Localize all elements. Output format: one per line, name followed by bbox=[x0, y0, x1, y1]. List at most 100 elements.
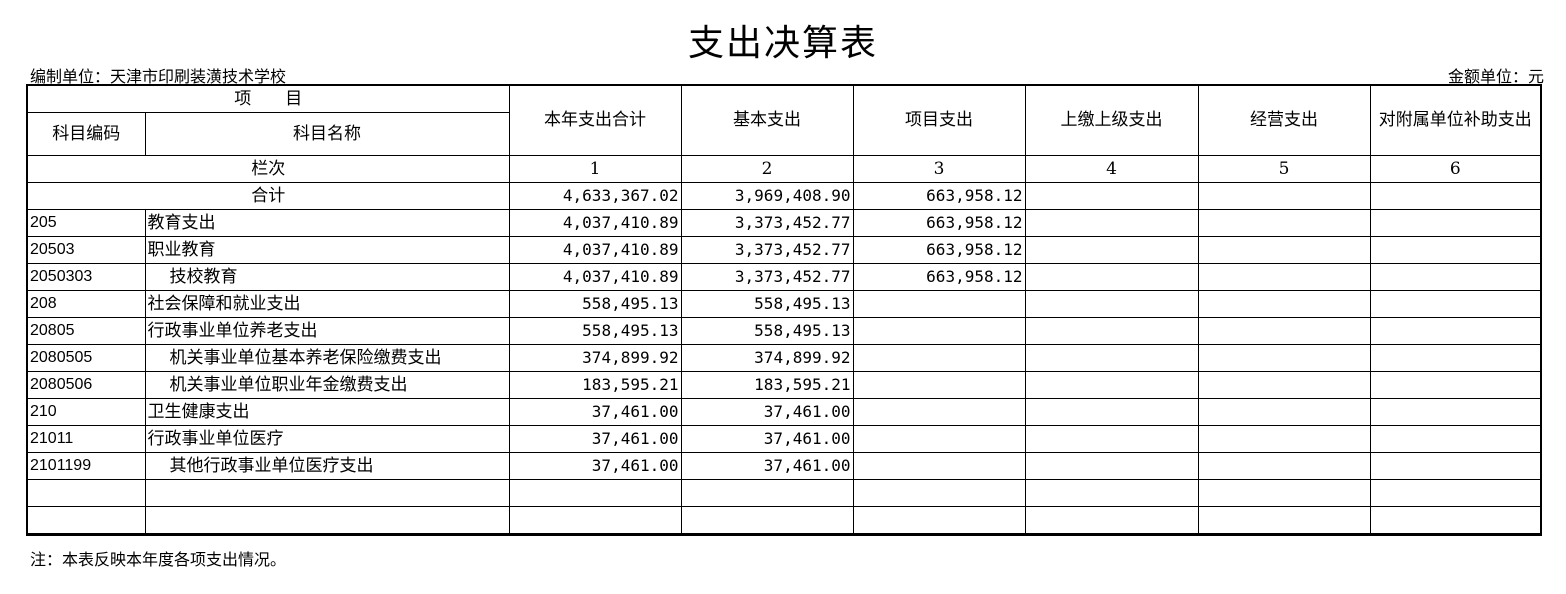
amount-cell bbox=[852, 344, 1026, 372]
total-label: 合计 bbox=[26, 182, 510, 210]
amount-cell bbox=[1024, 344, 1199, 372]
amount-cell bbox=[1197, 371, 1371, 399]
table-row: 20503 职业教育 4,037,410.89 3,373,452.77 663,958… bbox=[26, 236, 1542, 264]
amount-cell bbox=[1369, 209, 1542, 237]
subject-name: 卫生健康支出 bbox=[144, 398, 510, 426]
amount-cell: 4,037,410.89 bbox=[508, 263, 682, 291]
amount-cell: 374,899.92 bbox=[508, 344, 682, 372]
subject-code: 205 bbox=[26, 209, 146, 237]
header-code: 科目编码 bbox=[26, 112, 146, 156]
header-name: 科目名称 bbox=[144, 112, 510, 156]
amount-cell bbox=[852, 506, 1026, 535]
org-label: 编制单位：天津市印刷装潢技术学校 bbox=[30, 67, 287, 86]
amount-cell bbox=[1197, 344, 1371, 372]
amount-cell: 37,461.00 bbox=[508, 425, 682, 453]
amount-cell: 183,595.21 bbox=[508, 371, 682, 399]
table-row: 2080506 机关事业单位职业年金缴费支出 183,595.21 183,595.2… bbox=[26, 371, 1542, 399]
header-col-6: 对附属单位补助支出 bbox=[1369, 84, 1542, 156]
amount-cell: 4,037,410.89 bbox=[508, 236, 682, 264]
amount-cell bbox=[1024, 425, 1199, 453]
amount-cell bbox=[1024, 317, 1199, 345]
subject-code: 2080505 bbox=[26, 344, 146, 372]
amount-cell bbox=[852, 398, 1026, 426]
amount-cell bbox=[508, 506, 682, 535]
column-number: 2 bbox=[680, 155, 854, 183]
header-col-2: 基本支出 bbox=[680, 84, 854, 156]
amount-cell bbox=[1369, 398, 1542, 426]
expenditure-table: 项 目 本年支出合计 基本支出 项目支出 上缴上级支出 经营支出 对附属单位补助… bbox=[26, 84, 1542, 536]
column-index-row: 栏次 1 2 3 4 5 6 bbox=[26, 155, 1542, 183]
subject-name: 行政事业单位医疗 bbox=[144, 425, 510, 453]
column-index-label: 栏次 bbox=[26, 155, 510, 183]
subject-code: 21011 bbox=[26, 425, 146, 453]
total-value bbox=[1024, 182, 1199, 210]
subject-name bbox=[144, 506, 510, 535]
amount-cell bbox=[1369, 452, 1542, 480]
amount-cell bbox=[1369, 425, 1542, 453]
amount-cell bbox=[852, 452, 1026, 480]
unit-label: 金额单位：元 bbox=[1447, 67, 1544, 86]
column-number: 3 bbox=[852, 155, 1026, 183]
header-col-5: 经营支出 bbox=[1197, 84, 1371, 156]
amount-cell bbox=[1024, 236, 1199, 264]
amount-cell bbox=[1024, 263, 1199, 291]
column-number: 4 bbox=[1024, 155, 1199, 183]
amount-cell: 37,461.00 bbox=[680, 398, 854, 426]
amount-cell bbox=[1024, 506, 1199, 535]
amount-cell: 183,595.21 bbox=[680, 371, 854, 399]
amount-cell bbox=[1024, 452, 1199, 480]
amount-cell bbox=[1369, 290, 1542, 318]
subject-code: 2101199 bbox=[26, 452, 146, 480]
amount-cell bbox=[1369, 236, 1542, 264]
amount-cell bbox=[1197, 425, 1371, 453]
amount-cell: 37,461.00 bbox=[508, 452, 682, 480]
amount-cell: 4,037,410.89 bbox=[508, 209, 682, 237]
table-row: 20805 行政事业单位养老支出 558,495.13 558,495.13 bbox=[26, 317, 1542, 345]
amount-cell bbox=[1197, 290, 1371, 318]
amount-cell bbox=[1369, 506, 1542, 535]
table-row bbox=[26, 479, 1542, 507]
amount-cell bbox=[1197, 452, 1371, 480]
subject-name: 机关事业单位职业年金缴费支出 bbox=[144, 371, 510, 399]
total-row: 合计 4,633,367.02 3,969,408.90 663,958.12 bbox=[26, 182, 1542, 210]
column-number: 1 bbox=[508, 155, 682, 183]
table-row: 21011 行政事业单位医疗 37,461.00 37,461.00 bbox=[26, 425, 1542, 453]
subject-name: 行政事业单位养老支出 bbox=[144, 317, 510, 345]
amount-cell bbox=[1369, 317, 1542, 345]
header-col-3: 项目支出 bbox=[852, 84, 1026, 156]
subject-code: 2080506 bbox=[26, 371, 146, 399]
amount-cell: 558,495.13 bbox=[508, 290, 682, 318]
amount-cell bbox=[1197, 209, 1371, 237]
subject-name: 机关事业单位基本养老保险缴费支出 bbox=[144, 344, 510, 372]
amount-cell bbox=[1369, 344, 1542, 372]
page-title: 支出决算表 bbox=[687, 23, 878, 64]
column-number: 5 bbox=[1197, 155, 1371, 183]
amount-cell bbox=[1197, 317, 1371, 345]
table-row: 210 卫生健康支出 37,461.00 37,461.00 bbox=[26, 398, 1542, 426]
subject-code bbox=[26, 506, 146, 535]
table-row bbox=[26, 506, 1542, 535]
table-row: 205 教育支出 4,037,410.89 3,373,452.77 663,958.1… bbox=[26, 209, 1542, 237]
amount-cell bbox=[852, 317, 1026, 345]
amount-cell bbox=[1369, 479, 1542, 507]
amount-cell bbox=[1024, 479, 1199, 507]
subject-name: 职业教育 bbox=[144, 236, 510, 264]
footnote: 注：本表反映本年度各项支出情况。 bbox=[30, 550, 287, 569]
header-col-1: 本年支出合计 bbox=[508, 84, 682, 156]
header-project: 项 目 bbox=[26, 84, 510, 113]
total-value: 663,958.12 bbox=[852, 182, 1026, 210]
subject-name: 技校教育 bbox=[144, 263, 510, 291]
total-value: 3,969,408.90 bbox=[680, 182, 854, 210]
subject-code: 2050303 bbox=[26, 263, 146, 291]
subject-code: 20805 bbox=[26, 317, 146, 345]
amount-cell bbox=[852, 290, 1026, 318]
amount-cell bbox=[852, 425, 1026, 453]
total-value: 4,633,367.02 bbox=[508, 182, 682, 210]
amount-cell bbox=[1197, 263, 1371, 291]
total-value bbox=[1369, 182, 1542, 210]
amount-cell bbox=[852, 371, 1026, 399]
amount-cell: 663,958.12 bbox=[852, 209, 1026, 237]
amount-cell bbox=[508, 479, 682, 507]
subject-name bbox=[144, 479, 510, 507]
amount-cell: 37,461.00 bbox=[508, 398, 682, 426]
